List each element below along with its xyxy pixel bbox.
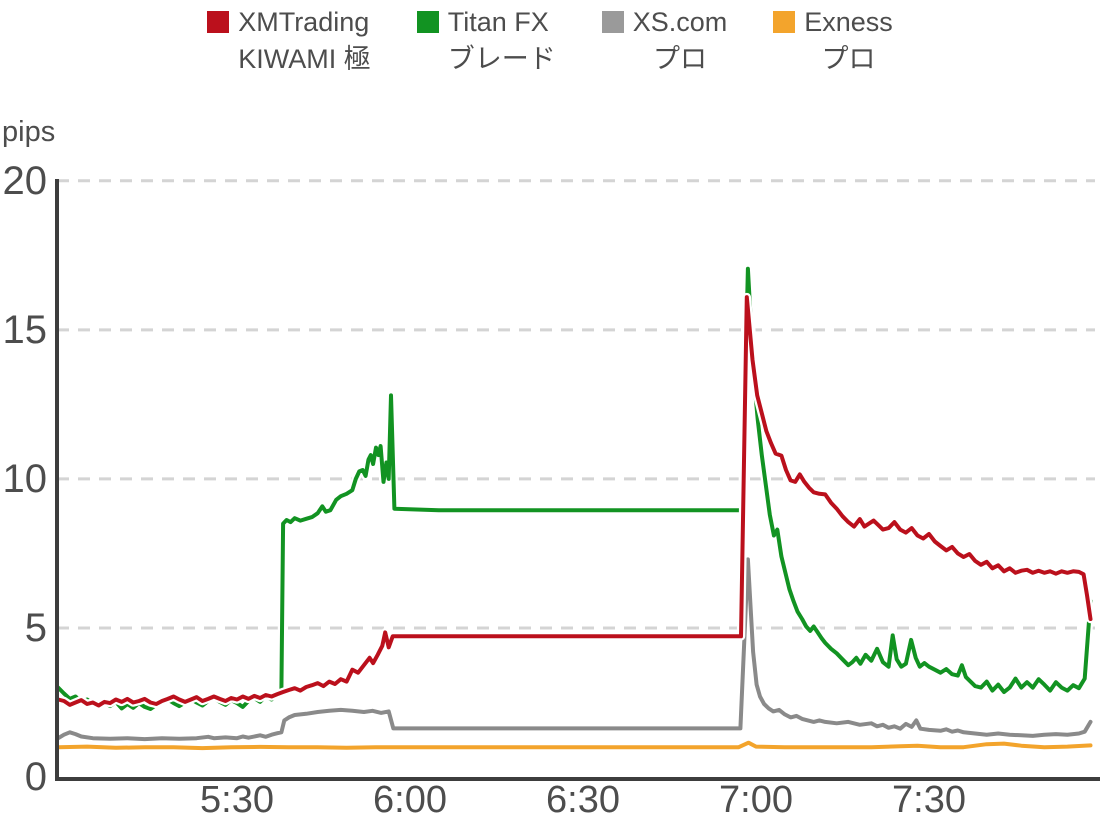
- x-tick-label-5-30: 5:30: [200, 779, 274, 815]
- legend-label: Titan FX ブレード: [448, 4, 556, 78]
- x-tick-label-6-00: 6:00: [373, 779, 447, 815]
- legend-plan-name: プロ: [821, 44, 876, 74]
- x-tick-label-7-00: 7:00: [719, 779, 793, 815]
- legend-label: Exness プロ: [804, 4, 893, 78]
- x-tick-label-6-30: 6:30: [546, 779, 620, 815]
- series-line-titanfx-blade: [57, 266, 1093, 711]
- series-line-xscom-pro: [57, 557, 1093, 742]
- y-tick-label-10: 10: [2, 457, 48, 501]
- legend-broker-name: Titan FX: [447, 7, 549, 37]
- x-tick-label-7-30: 7:30: [892, 779, 966, 815]
- series-casing-xmtrading-kiwami: [57, 292, 1094, 710]
- legend-item-titanfx-blade: Titan FX ブレード: [416, 4, 556, 78]
- y-tick-label-0: 0: [24, 755, 47, 799]
- y-tick-label-20: 20: [2, 159, 48, 203]
- series-casing-xscom-pro: [57, 555, 1094, 744]
- legend-swatch-xmtrading-kiwami: [207, 11, 230, 33]
- y-axis-title: pips: [2, 116, 56, 148]
- series-line-xmtrading-kiwami: [57, 295, 1093, 708]
- series-line-exness-pro: [57, 740, 1093, 751]
- legend-item-xscom-pro: XS.com プロ: [601, 4, 728, 78]
- legend-label: XMTrading KIWAMI 極: [238, 4, 371, 78]
- legend-item-exness-pro: Exness プロ: [773, 4, 893, 78]
- legend-label: XS.com プロ: [633, 4, 728, 78]
- legend-plan-name: KIWAMI 極: [238, 44, 371, 74]
- legend-swatch-exness-pro: [773, 11, 796, 33]
- legend-swatch-titanfx-blade: [416, 11, 439, 33]
- y-tick-label-5: 5: [24, 606, 47, 650]
- legend: XMTrading KIWAMI 極 Titan FX ブレード XS.com プロ Exn…: [0, 4, 1100, 78]
- legend-plan-name: プロ: [652, 44, 707, 74]
- series-casing-titanfx-blade: [57, 264, 1094, 714]
- legend-swatch-xscom-pro: [601, 11, 624, 33]
- legend-broker-name: XMTrading: [238, 7, 370, 37]
- legend-broker-name: XS.com: [632, 7, 728, 37]
- legend-item-xmtrading-kiwami: XMTrading KIWAMI 極: [207, 4, 371, 78]
- y-tick-label-15: 15: [2, 308, 48, 352]
- legend-plan-name: ブレード: [447, 44, 556, 74]
- legend-broker-name: Exness: [804, 7, 893, 37]
